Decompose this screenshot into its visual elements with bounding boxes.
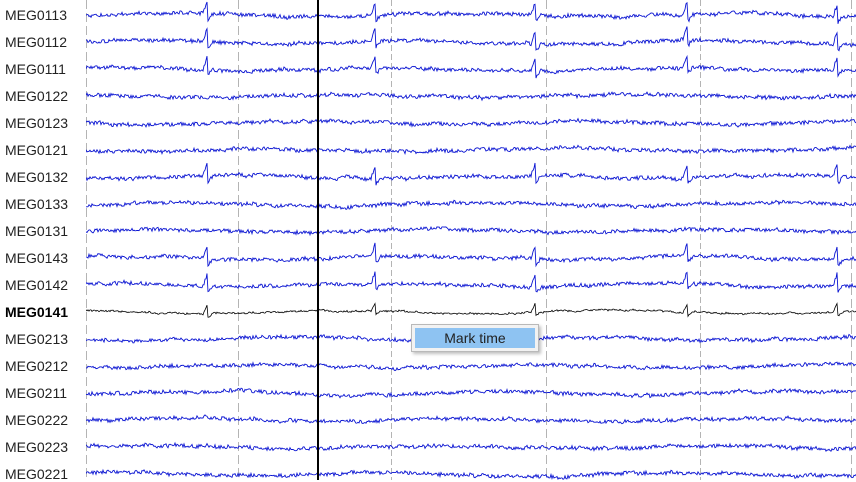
channel-label[interactable]: MEG0113 [5,7,67,23]
channel-trace [86,468,856,480]
signal-plot-area[interactable] [86,0,856,480]
channel-label[interactable]: MEG0222 [5,412,69,428]
channel-trace [86,414,856,425]
channel-trace [86,54,856,79]
channel-label[interactable]: MEG0212 [5,358,69,374]
channel-label[interactable]: MEG0223 [5,439,69,455]
channel-trace [86,226,856,237]
channel-label[interactable]: MEG0131 [5,223,69,239]
channel-label[interactable]: MEG0141 [5,304,69,320]
channel-label[interactable]: MEG0221 [5,466,69,482]
channel-label[interactable]: MEG0143 [5,250,69,266]
channel-trace [86,91,856,102]
mark-time-menu-item[interactable]: Mark time [415,328,535,348]
channel-trace [86,199,856,210]
channel-label[interactable]: MEG0132 [5,169,69,185]
time-grid [86,0,852,480]
channel-trace [86,117,856,128]
channel-trace [86,441,856,453]
channel-trace [86,162,856,186]
channel-label[interactable]: MEG0112 [5,34,67,50]
channel-traces [86,1,856,480]
context-menu: Mark time [411,324,539,352]
channel-label[interactable]: MEG0211 [5,385,67,401]
channel-label[interactable]: MEG0111 [5,61,66,77]
channel-label[interactable]: MEG0122 [5,88,69,104]
channel-trace [86,302,856,318]
channel-trace [86,144,856,156]
channel-label[interactable]: MEG0121 [5,142,69,158]
channel-trace [86,1,856,24]
channel-label[interactable]: MEG0133 [5,196,69,212]
channel-label[interactable]: MEG0123 [5,115,69,131]
channel-label[interactable]: MEG0213 [5,331,69,347]
channel-label-column: MEG0113 MEG0112 MEG0111 MEG0122 MEG0123 MEG01… [0,0,86,482]
channel-trace [86,242,856,268]
channel-trace [86,26,856,52]
channel-trace [86,387,856,399]
channel-trace [86,271,856,293]
channel-trace [86,361,856,372]
channel-label[interactable]: MEG0142 [5,277,69,293]
